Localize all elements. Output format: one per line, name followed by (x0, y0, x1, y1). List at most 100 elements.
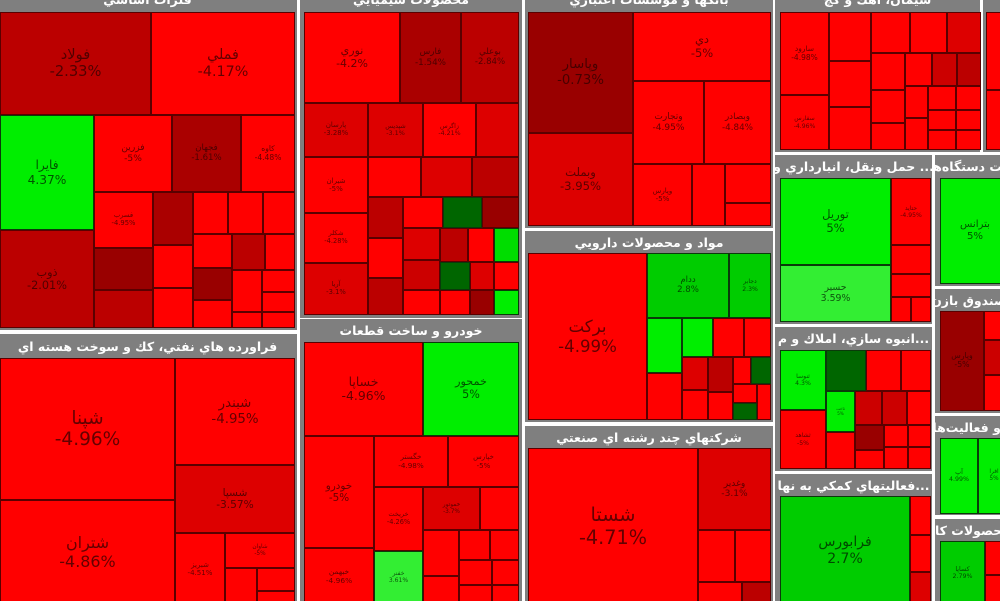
stock-tile[interactable] (985, 541, 1000, 575)
stock-tile[interactable]: ددام 2.8% (647, 253, 729, 318)
stock-tile[interactable] (682, 318, 713, 357)
stock-tile[interactable] (882, 391, 907, 425)
stock-tile[interactable] (855, 450, 884, 469)
stock-tile[interactable] (494, 262, 519, 290)
stock-tile[interactable]: شپديس -3.1% (368, 103, 423, 157)
stock-tile[interactable]: وبصادر -4.84% (704, 81, 771, 164)
stock-tile[interactable] (928, 110, 956, 130)
stock-tile[interactable] (908, 447, 931, 469)
stock-tile[interactable]: خگستر -4.98% (374, 436, 448, 487)
stock-tile[interactable] (910, 535, 931, 572)
stock-tile[interactable] (708, 357, 733, 392)
sector-title[interactable]: ...فعاليتهاي كمكي به نها (777, 477, 930, 493)
stock-tile[interactable] (490, 530, 519, 560)
stock-tile[interactable]: آريا -3.1% (304, 263, 368, 315)
stock-tile[interactable]: ذوب -2.01% (0, 230, 94, 328)
stock-tile[interactable] (647, 373, 682, 420)
stock-tile[interactable] (928, 86, 956, 110)
stock-tile[interactable] (472, 157, 519, 197)
stock-tile[interactable] (956, 110, 981, 130)
stock-tile[interactable] (232, 234, 265, 270)
stock-tile[interactable] (468, 228, 494, 262)
stock-tile[interactable] (957, 53, 981, 86)
stock-tile[interactable] (263, 192, 295, 234)
sector-title[interactable]: ه و فعاليت‌ها (935, 419, 1000, 435)
stock-tile[interactable] (423, 576, 459, 601)
stock-tile[interactable] (956, 130, 981, 150)
sector-title[interactable]: ... حمل ونقل، انبارداري و (775, 159, 932, 174)
stock-tile[interactable]: سارود -4.98% (780, 12, 829, 95)
stock-tile[interactable] (459, 585, 492, 601)
stock-tile[interactable] (459, 560, 492, 585)
stock-tile[interactable]: آپ 4.99% (940, 438, 978, 514)
stock-tile[interactable]: زاگرس -4.21% (423, 103, 476, 157)
stock-tile[interactable]: فايرا 4.37% (0, 115, 94, 230)
stock-tile[interactable] (232, 312, 262, 328)
stock-tile[interactable] (866, 350, 901, 391)
stock-tile[interactable] (829, 12, 871, 61)
stock-tile[interactable] (891, 245, 931, 274)
stock-tile[interactable]: فرابورس 2.7% (780, 496, 910, 601)
sector-title[interactable]: بانكها و موسسات اعتباري (525, 0, 773, 11)
stock-tile[interactable] (440, 262, 470, 290)
stock-tile[interactable] (725, 164, 771, 203)
stock-tile[interactable]: وپارس -5% (940, 311, 984, 411)
stock-tile[interactable]: دي -5% (633, 12, 771, 81)
stock-tile[interactable] (985, 575, 1000, 601)
stock-tile[interactable] (826, 432, 855, 469)
stock-tile[interactable] (910, 496, 931, 535)
stock-tile[interactable] (470, 262, 494, 290)
stock-tile[interactable] (733, 403, 757, 420)
stock-tile[interactable] (956, 86, 981, 110)
sector-title[interactable]: سيمان، آهك و گچ (775, 0, 980, 11)
stock-tile[interactable] (153, 288, 193, 328)
stock-tile[interactable] (403, 228, 440, 260)
stock-tile[interactable] (459, 530, 490, 560)
stock-tile[interactable]: شستا -4.71% (528, 448, 698, 601)
stock-tile[interactable] (482, 197, 519, 228)
stock-tile[interactable] (984, 375, 1000, 411)
stock-tile[interactable] (744, 318, 771, 357)
stock-tile[interactable] (257, 591, 295, 601)
stock-tile[interactable]: افرا 5% (978, 438, 1000, 514)
stock-tile[interactable]: خساپا -4.96% (304, 342, 423, 436)
stock-tile[interactable]: کاوه -4.48% (241, 115, 295, 192)
stock-tile[interactable] (713, 318, 744, 357)
stock-tile[interactable]: شبریز -4.51% (175, 533, 225, 601)
stock-tile[interactable] (905, 86, 928, 118)
sector-title[interactable]: خودرو و ساخت قطعات (339, 323, 483, 338)
stock-tile[interactable] (94, 290, 153, 328)
stock-tile[interactable] (228, 192, 263, 234)
stock-tile[interactable]: ثشاهد -5% (780, 410, 826, 469)
stock-tile[interactable] (94, 248, 153, 290)
stock-tile[interactable] (829, 107, 871, 150)
stock-tile[interactable] (751, 357, 771, 384)
stock-tile[interactable]: ثنوسا 4.3% (780, 350, 826, 410)
stock-tile[interactable]: فسرب -4.95% (94, 192, 153, 248)
stock-tile[interactable]: برکت -4.99% (528, 253, 647, 420)
stock-tile[interactable] (910, 572, 931, 601)
stock-tile[interactable]: نوري -4.2% (304, 12, 400, 103)
stock-tile[interactable] (265, 234, 295, 270)
stock-tile[interactable] (368, 238, 403, 278)
sector-title[interactable]: ساخت دستگاه‌ها و (935, 159, 1000, 174)
stock-tile[interactable] (692, 164, 725, 226)
stock-tile[interactable] (403, 290, 440, 315)
stock-tile[interactable] (757, 384, 771, 420)
stock-tile[interactable] (725, 203, 771, 226)
stock-tile[interactable] (368, 157, 421, 197)
sector-title[interactable]: فلزات اساسي (0, 0, 297, 11)
stock-tile[interactable] (708, 392, 733, 420)
stock-tile[interactable] (855, 391, 882, 425)
stock-tile[interactable] (423, 530, 459, 576)
stock-tile[interactable] (698, 582, 742, 601)
stock-tile[interactable]: وپاسار -0.73% (528, 12, 633, 133)
stock-tile[interactable]: شاوان -5% (225, 533, 295, 568)
stock-tile[interactable]: بوعلي -2.84% (461, 12, 519, 103)
sector-title[interactable]: محصولات كا (935, 522, 1000, 538)
stock-tile[interactable]: فارس -1.54% (400, 12, 461, 103)
stock-tile[interactable] (884, 425, 908, 447)
stock-tile[interactable]: بترانس 5% (940, 178, 1000, 284)
stock-tile[interactable]: دجابر 2.3% (729, 253, 771, 318)
stock-tile[interactable] (682, 357, 708, 390)
